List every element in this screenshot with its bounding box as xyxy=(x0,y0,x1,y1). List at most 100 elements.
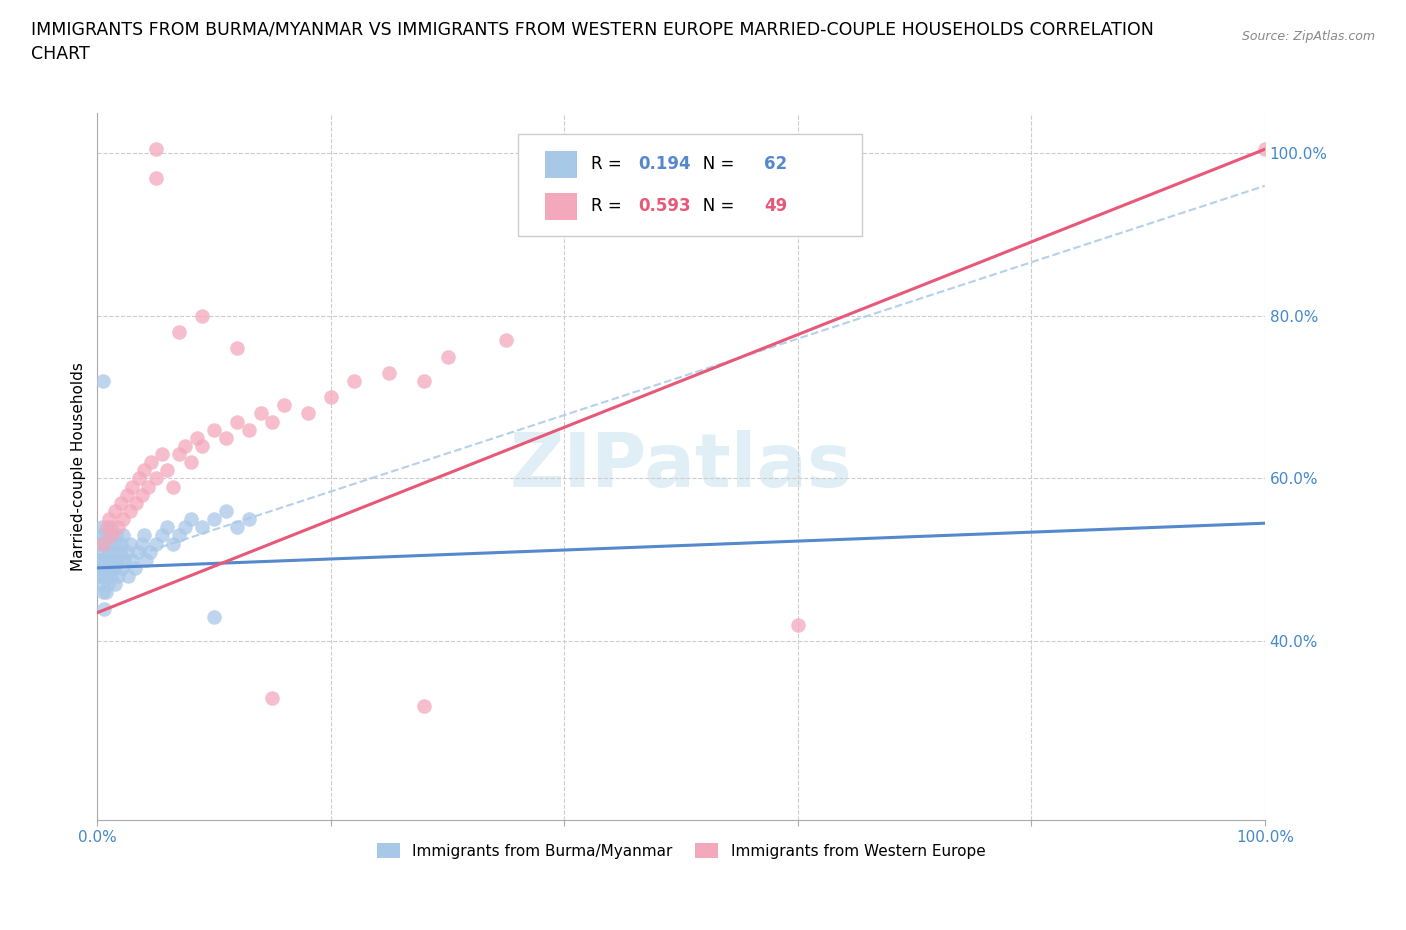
Text: N =: N = xyxy=(688,155,740,173)
Point xyxy=(101,544,124,559)
Point xyxy=(91,568,114,583)
Point xyxy=(90,561,112,576)
Point xyxy=(495,333,517,348)
Point xyxy=(100,568,122,583)
Bar xyxy=(544,151,578,178)
Point xyxy=(226,414,249,429)
Point xyxy=(127,544,149,559)
Point xyxy=(107,520,129,535)
Point xyxy=(131,487,153,502)
Point xyxy=(89,536,111,551)
Point xyxy=(215,503,238,518)
Point xyxy=(436,349,458,364)
Point xyxy=(145,471,167,485)
Point xyxy=(167,528,190,543)
Point xyxy=(104,577,127,591)
Point xyxy=(343,374,366,389)
Point xyxy=(202,422,225,437)
Point xyxy=(167,325,190,339)
Text: N =: N = xyxy=(688,197,740,215)
Point xyxy=(108,544,131,559)
Point xyxy=(94,552,117,567)
Point xyxy=(128,471,150,485)
Text: R =: R = xyxy=(591,197,627,215)
Point xyxy=(139,544,162,559)
Text: 62: 62 xyxy=(763,155,787,173)
Point xyxy=(125,496,148,511)
Point xyxy=(226,520,249,535)
Point xyxy=(118,536,141,551)
Point xyxy=(107,568,129,583)
Point xyxy=(145,170,167,185)
Point xyxy=(104,503,127,518)
Point xyxy=(191,439,214,454)
Point xyxy=(112,528,135,543)
Point xyxy=(91,577,114,591)
Point xyxy=(115,544,138,559)
Point xyxy=(93,601,115,616)
Point xyxy=(97,577,120,591)
Point xyxy=(297,406,319,421)
Point xyxy=(249,406,271,421)
Point xyxy=(121,552,143,567)
Point xyxy=(96,536,118,551)
Point xyxy=(96,568,118,583)
Point xyxy=(96,520,118,535)
Point xyxy=(180,455,202,470)
Text: IMMIGRANTS FROM BURMA/MYANMAR VS IMMIGRANTS FROM WESTERN EUROPE MARRIED-COUPLE H: IMMIGRANTS FROM BURMA/MYANMAR VS IMMIGRA… xyxy=(31,20,1154,38)
Point xyxy=(105,552,128,567)
Point xyxy=(226,341,249,356)
Point xyxy=(273,398,295,413)
Point xyxy=(98,528,121,543)
Point xyxy=(91,536,114,551)
Text: 49: 49 xyxy=(763,197,787,215)
Legend: Immigrants from Burma/Myanmar, Immigrants from Western Europe: Immigrants from Burma/Myanmar, Immigrant… xyxy=(373,839,990,863)
Point xyxy=(238,512,260,526)
Point xyxy=(100,528,122,543)
Point xyxy=(1254,141,1277,156)
Point xyxy=(136,479,159,494)
Point xyxy=(87,552,110,567)
Point xyxy=(112,512,135,526)
Point xyxy=(413,374,436,389)
Point xyxy=(135,552,157,567)
Point xyxy=(118,503,141,518)
Point xyxy=(202,609,225,624)
Point xyxy=(162,536,184,551)
Point xyxy=(156,520,179,535)
Point xyxy=(238,422,260,437)
Text: 0.593: 0.593 xyxy=(638,197,690,215)
Point xyxy=(162,479,184,494)
Point xyxy=(131,536,153,551)
Point xyxy=(150,446,173,461)
Point xyxy=(132,528,155,543)
Point xyxy=(262,414,284,429)
Point xyxy=(191,520,214,535)
Point xyxy=(202,512,225,526)
FancyBboxPatch shape xyxy=(517,134,862,236)
Point xyxy=(180,512,202,526)
Point xyxy=(103,561,125,576)
Point xyxy=(174,439,197,454)
Point xyxy=(98,561,121,576)
Point xyxy=(132,463,155,478)
Y-axis label: Married-couple Households: Married-couple Households xyxy=(72,362,86,571)
Point xyxy=(215,431,238,445)
Text: Source: ZipAtlas.com: Source: ZipAtlas.com xyxy=(1241,30,1375,43)
Point xyxy=(91,552,114,567)
Point xyxy=(97,544,120,559)
Point xyxy=(117,568,139,583)
Point xyxy=(100,520,122,535)
Text: CHART: CHART xyxy=(31,45,90,62)
Point xyxy=(111,561,134,576)
Point xyxy=(145,141,167,156)
Text: ZIPatlas: ZIPatlas xyxy=(510,430,852,503)
Point xyxy=(91,520,114,535)
Point xyxy=(105,528,128,543)
Point xyxy=(124,561,146,576)
Point xyxy=(115,487,138,502)
Point xyxy=(167,446,190,461)
Point xyxy=(319,390,342,405)
Point xyxy=(139,455,162,470)
Point xyxy=(91,374,114,389)
